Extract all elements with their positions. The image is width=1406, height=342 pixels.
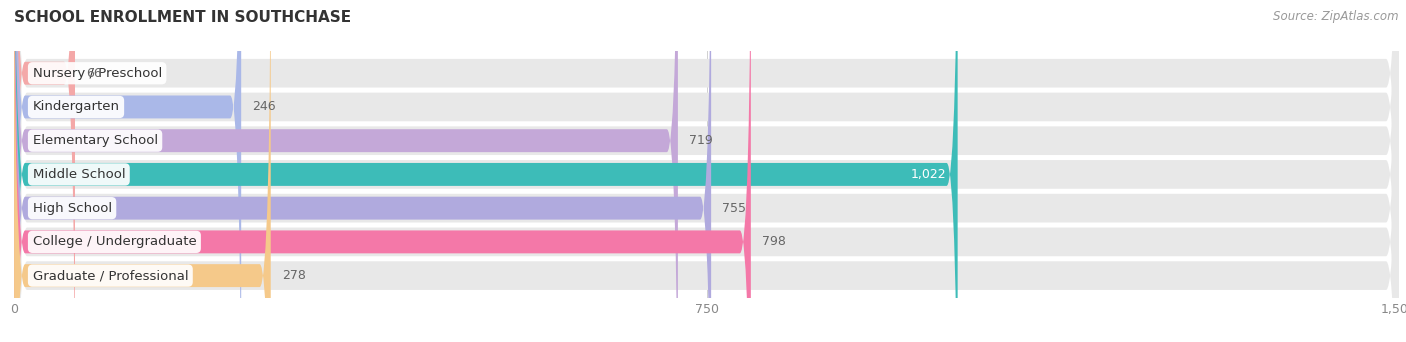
FancyBboxPatch shape — [14, 0, 242, 342]
Text: SCHOOL ENROLLMENT IN SOUTHCHASE: SCHOOL ENROLLMENT IN SOUTHCHASE — [14, 10, 352, 25]
FancyBboxPatch shape — [14, 0, 1399, 342]
Text: 755: 755 — [723, 202, 747, 215]
FancyBboxPatch shape — [14, 0, 1399, 342]
Text: College / Undergraduate: College / Undergraduate — [32, 235, 197, 248]
Text: Source: ZipAtlas.com: Source: ZipAtlas.com — [1274, 10, 1399, 23]
Text: 246: 246 — [252, 101, 276, 114]
Text: 1,022: 1,022 — [911, 168, 946, 181]
FancyBboxPatch shape — [14, 0, 75, 342]
Text: Nursery / Preschool: Nursery / Preschool — [32, 67, 162, 80]
FancyBboxPatch shape — [14, 0, 751, 342]
FancyBboxPatch shape — [14, 0, 271, 342]
Text: Elementary School: Elementary School — [32, 134, 157, 147]
FancyBboxPatch shape — [14, 0, 1399, 342]
FancyBboxPatch shape — [14, 0, 1399, 342]
Text: 278: 278 — [281, 269, 305, 282]
FancyBboxPatch shape — [14, 0, 1399, 342]
Text: Graduate / Professional: Graduate / Professional — [32, 269, 188, 282]
Text: High School: High School — [32, 202, 111, 215]
Text: 66: 66 — [86, 67, 101, 80]
FancyBboxPatch shape — [14, 0, 711, 342]
Text: 719: 719 — [689, 134, 713, 147]
FancyBboxPatch shape — [14, 0, 1399, 342]
Text: 798: 798 — [762, 235, 786, 248]
Text: Middle School: Middle School — [32, 168, 125, 181]
FancyBboxPatch shape — [14, 0, 1399, 342]
FancyBboxPatch shape — [14, 0, 957, 342]
Text: Kindergarten: Kindergarten — [32, 101, 120, 114]
FancyBboxPatch shape — [14, 0, 678, 342]
